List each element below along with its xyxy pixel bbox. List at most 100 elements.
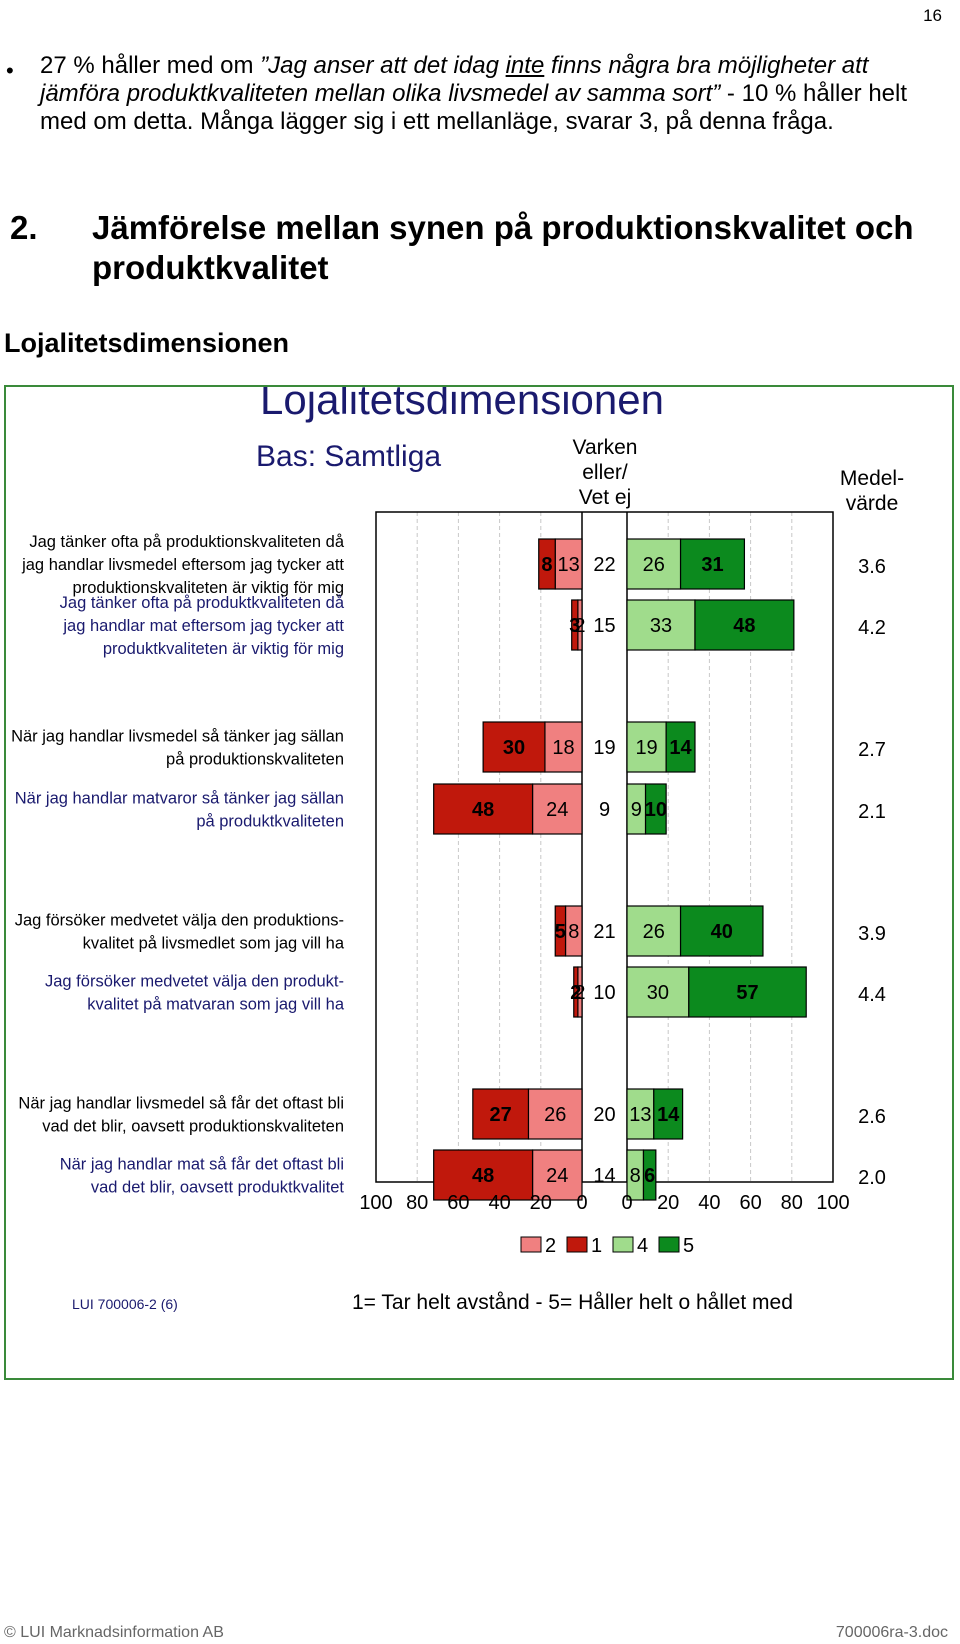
mean-row-1: 4.2 xyxy=(858,617,886,639)
loyalty-chart: Lojalitetsdimensionen Bas: Samtliga Varken… xyxy=(11,387,904,1314)
mean-row-7: 2.0 xyxy=(858,1167,886,1189)
subheading: Lojalitetsdimensionen xyxy=(4,328,290,358)
label-row-3-rating-5: 10 xyxy=(645,799,667,821)
section-title-line2: produktkvalitet xyxy=(92,249,329,286)
bar-row-7-rating-1 xyxy=(433,1149,534,1201)
label-row-3-rating-4: 9 xyxy=(631,799,642,821)
label-row-5-rating-2: 2 xyxy=(574,982,585,1004)
section-title-line1: Jämförelse mellan synen på produktionskv… xyxy=(92,209,914,246)
footer-doc-id: 700006ra-3.doc xyxy=(835,1624,948,1641)
bar-row-2-rating-5 xyxy=(665,721,696,773)
row-7-label-line-0: När jag handlar mat så får det oftast bl… xyxy=(60,1156,344,1174)
row-4-label-line-1: kvalitet på livsmedlet som jag vill ha xyxy=(83,935,345,953)
label-row-1-rating-2: 2 xyxy=(574,615,585,637)
label-row-2-rating-4: 19 xyxy=(635,737,657,759)
tick-left-1: 80 xyxy=(406,1192,428,1214)
tick-right-2: 40 xyxy=(698,1192,720,1214)
legend-label-4: 4 xyxy=(637,1235,648,1257)
row-7-label-line-1: vad det blir, oavsett produktkvalitet xyxy=(91,1179,345,1197)
bar-row-7-rating-5 xyxy=(642,1149,657,1201)
tick-left-5: 0 xyxy=(576,1192,587,1214)
label-row-7-rating-2: 24 xyxy=(546,1165,568,1187)
chart-subtitle: Bas: Samtliga xyxy=(256,440,441,473)
bar-row-1-rating-5 xyxy=(694,599,795,651)
label-row-3-rating-1: 48 xyxy=(472,799,494,821)
mean-header-line-1: värde xyxy=(846,492,899,515)
para-quote-underlined: inte xyxy=(505,52,545,79)
label-row-5-rating-5: 57 xyxy=(736,982,758,1004)
bullet-marker: • xyxy=(6,58,14,83)
label-row-7-rating-4: 8 xyxy=(630,1165,641,1187)
row-6-label-line-1: vad det blir, oavsett produktionskvalite… xyxy=(42,1118,344,1136)
row-0-label-line-2: produktionskvaliteten är viktig för mig xyxy=(73,579,344,597)
label-row-4-rating-1: 5 xyxy=(555,921,566,943)
label-row-6-rating-5: 14 xyxy=(657,1104,680,1126)
tick-left-2: 60 xyxy=(447,1192,469,1214)
legend-label-5: 5 xyxy=(683,1235,694,1257)
label-row-7-neutral: 14 xyxy=(593,1165,615,1187)
section-heading: 2. Jämförelse mellan synen på produktions… xyxy=(10,208,940,288)
label-row-6-rating-4: 13 xyxy=(629,1104,651,1126)
plot-border xyxy=(375,511,834,1183)
mean-row-4: 3.9 xyxy=(858,923,886,945)
label-row-4-neutral: 21 xyxy=(593,921,615,943)
bar-row-3-rating-2 xyxy=(531,783,583,835)
bullet-paragraph: 27 % håller med om ”Jag anser att det id… xyxy=(40,52,920,136)
label-row-1-neutral: 15 xyxy=(593,615,615,637)
label-row-1-rating-5: 48 xyxy=(733,615,755,637)
tick-right-5: 100 xyxy=(816,1192,849,1214)
row-5-label-line-0: Jag försöker medvetet välja den produkt- xyxy=(45,973,344,991)
label-row-5-rating-4: 30 xyxy=(647,982,669,1004)
tick-right-1: 20 xyxy=(657,1192,679,1214)
mean-row-3: 2.1 xyxy=(858,801,886,823)
label-row-3-rating-2: 24 xyxy=(546,799,568,821)
tick-right-4: 80 xyxy=(781,1192,803,1214)
legend-swatch-5 xyxy=(658,1236,680,1253)
tick-left-0: 100 xyxy=(359,1192,392,1214)
tick-left-4: 20 xyxy=(530,1192,552,1214)
bar-row-5-rating-1 xyxy=(573,966,579,1018)
row-6-label-line-0: När jag handlar livsmedel så får det oft… xyxy=(18,1095,344,1113)
label-row-4-rating-2: 8 xyxy=(568,921,579,943)
mean-header-line-0: Medel- xyxy=(840,467,904,490)
row-1-label-line-0: Jag tänker ofta på produktkvaliteten då xyxy=(60,594,345,612)
chart-source: LUI 700006-2 (6) xyxy=(72,1296,178,1312)
label-row-6-rating-2: 26 xyxy=(544,1104,566,1126)
bar-row-3-rating-1 xyxy=(433,783,534,835)
tick-left-3: 40 xyxy=(488,1192,510,1214)
para-quote: ”Jag anser att det idag inte finns några… xyxy=(40,52,868,107)
bar-row-6-rating-1 xyxy=(472,1088,530,1140)
label-row-5-rating-1: 2 xyxy=(570,982,581,1004)
bar-row-2-rating-1 xyxy=(482,721,546,773)
row-5-label-line-1: kvalitet på matvaran som jag vill ha xyxy=(87,996,345,1014)
row-3-label-line-1: på produktkvaliteten xyxy=(196,813,344,831)
row-4-label-line-0: Jag försöker medvetet välja den produkti… xyxy=(15,912,344,930)
bar-row-1-rating-1 xyxy=(571,599,579,651)
chart-frame: Lojalitetsdimensionen Bas: Samtliga Varken… xyxy=(4,385,954,1380)
label-row-7-rating-5: 6 xyxy=(644,1165,655,1187)
row-3-label-line-0: När jag handlar matvaror så tänker jag s… xyxy=(15,790,344,808)
bar-row-2-rating-2 xyxy=(544,721,583,773)
label-row-1-rating-1: 3 xyxy=(569,615,580,637)
label-row-4-rating-4: 26 xyxy=(643,921,665,943)
neutral-header-line-0: Varken xyxy=(573,436,638,459)
bar-row-3-rating-5 xyxy=(644,783,667,835)
bar-row-4-rating-1 xyxy=(554,905,567,957)
mean-row-2: 2.7 xyxy=(858,739,886,761)
label-row-0-rating-5: 31 xyxy=(701,554,723,576)
bar-row-0-rating-5 xyxy=(679,538,746,590)
footer-copyright: © LUI Marknadsinformation AB xyxy=(4,1624,224,1641)
bar-row-0-rating-4 xyxy=(626,538,682,590)
row-2-label-line-1: på produktionskvaliteten xyxy=(166,751,344,769)
label-row-0-rating-1: 8 xyxy=(541,554,552,576)
legend-label-1: 1 xyxy=(591,1235,602,1257)
tick-right-0: 0 xyxy=(621,1192,632,1214)
para-text-2: - 10 % håller helt med om detta. Många l… xyxy=(40,80,908,135)
mean-row-6: 2.6 xyxy=(858,1106,886,1128)
bar-row-6-rating-5 xyxy=(653,1088,684,1140)
para-quote-2: finns några bra möjligheter att jämföra … xyxy=(40,52,869,107)
label-row-2-neutral: 19 xyxy=(593,737,615,759)
scale-note: 1= Tar helt avstånd - 5= Håller helt o h… xyxy=(352,1291,793,1314)
neutral-header-line-2: Vet ej xyxy=(579,486,632,509)
bar-row-7-rating-2 xyxy=(531,1149,583,1201)
